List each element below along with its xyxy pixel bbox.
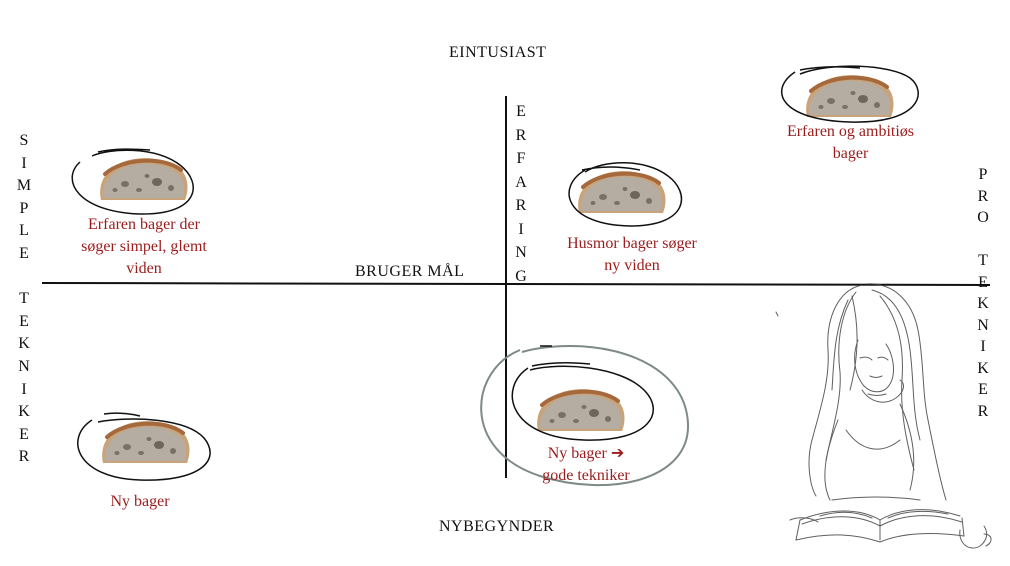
axis-label-horizontal: BRUGER MÅL bbox=[355, 263, 465, 280]
axis-label-vertical: E R F A R I N G bbox=[515, 103, 527, 285]
sketch-circle-4 bbox=[77, 412, 211, 481]
persona-caption-5: Ny bager ➔ gode tekniker bbox=[542, 445, 630, 484]
axis-label-left: S I M P L E T E K N I K E R bbox=[16, 132, 32, 466]
axis-label-bottom: NYBEGYNDER bbox=[439, 518, 555, 535]
sketch-circle-3 bbox=[780, 65, 919, 123]
horizontal-axis bbox=[41, 282, 991, 286]
axis-label-right: P R O T E K N I K E R bbox=[977, 166, 989, 420]
persona-caption-3: Erfaren og ambitiøs bager bbox=[786, 123, 915, 162]
sketch-circle-5 bbox=[511, 361, 654, 441]
persona-caption-2: Husmor bager søger ny viden bbox=[567, 235, 697, 274]
axis-label-top: EINTUSIAST bbox=[449, 44, 547, 61]
persona-caption-1: Erfaren bager der søger simpel, glemt vi… bbox=[81, 216, 207, 277]
sketch-circle-1 bbox=[71, 148, 194, 215]
highlight-circle bbox=[480, 344, 690, 487]
sketch-circle-2 bbox=[568, 162, 683, 227]
persona-caption-4: Ny bager bbox=[110, 493, 170, 510]
